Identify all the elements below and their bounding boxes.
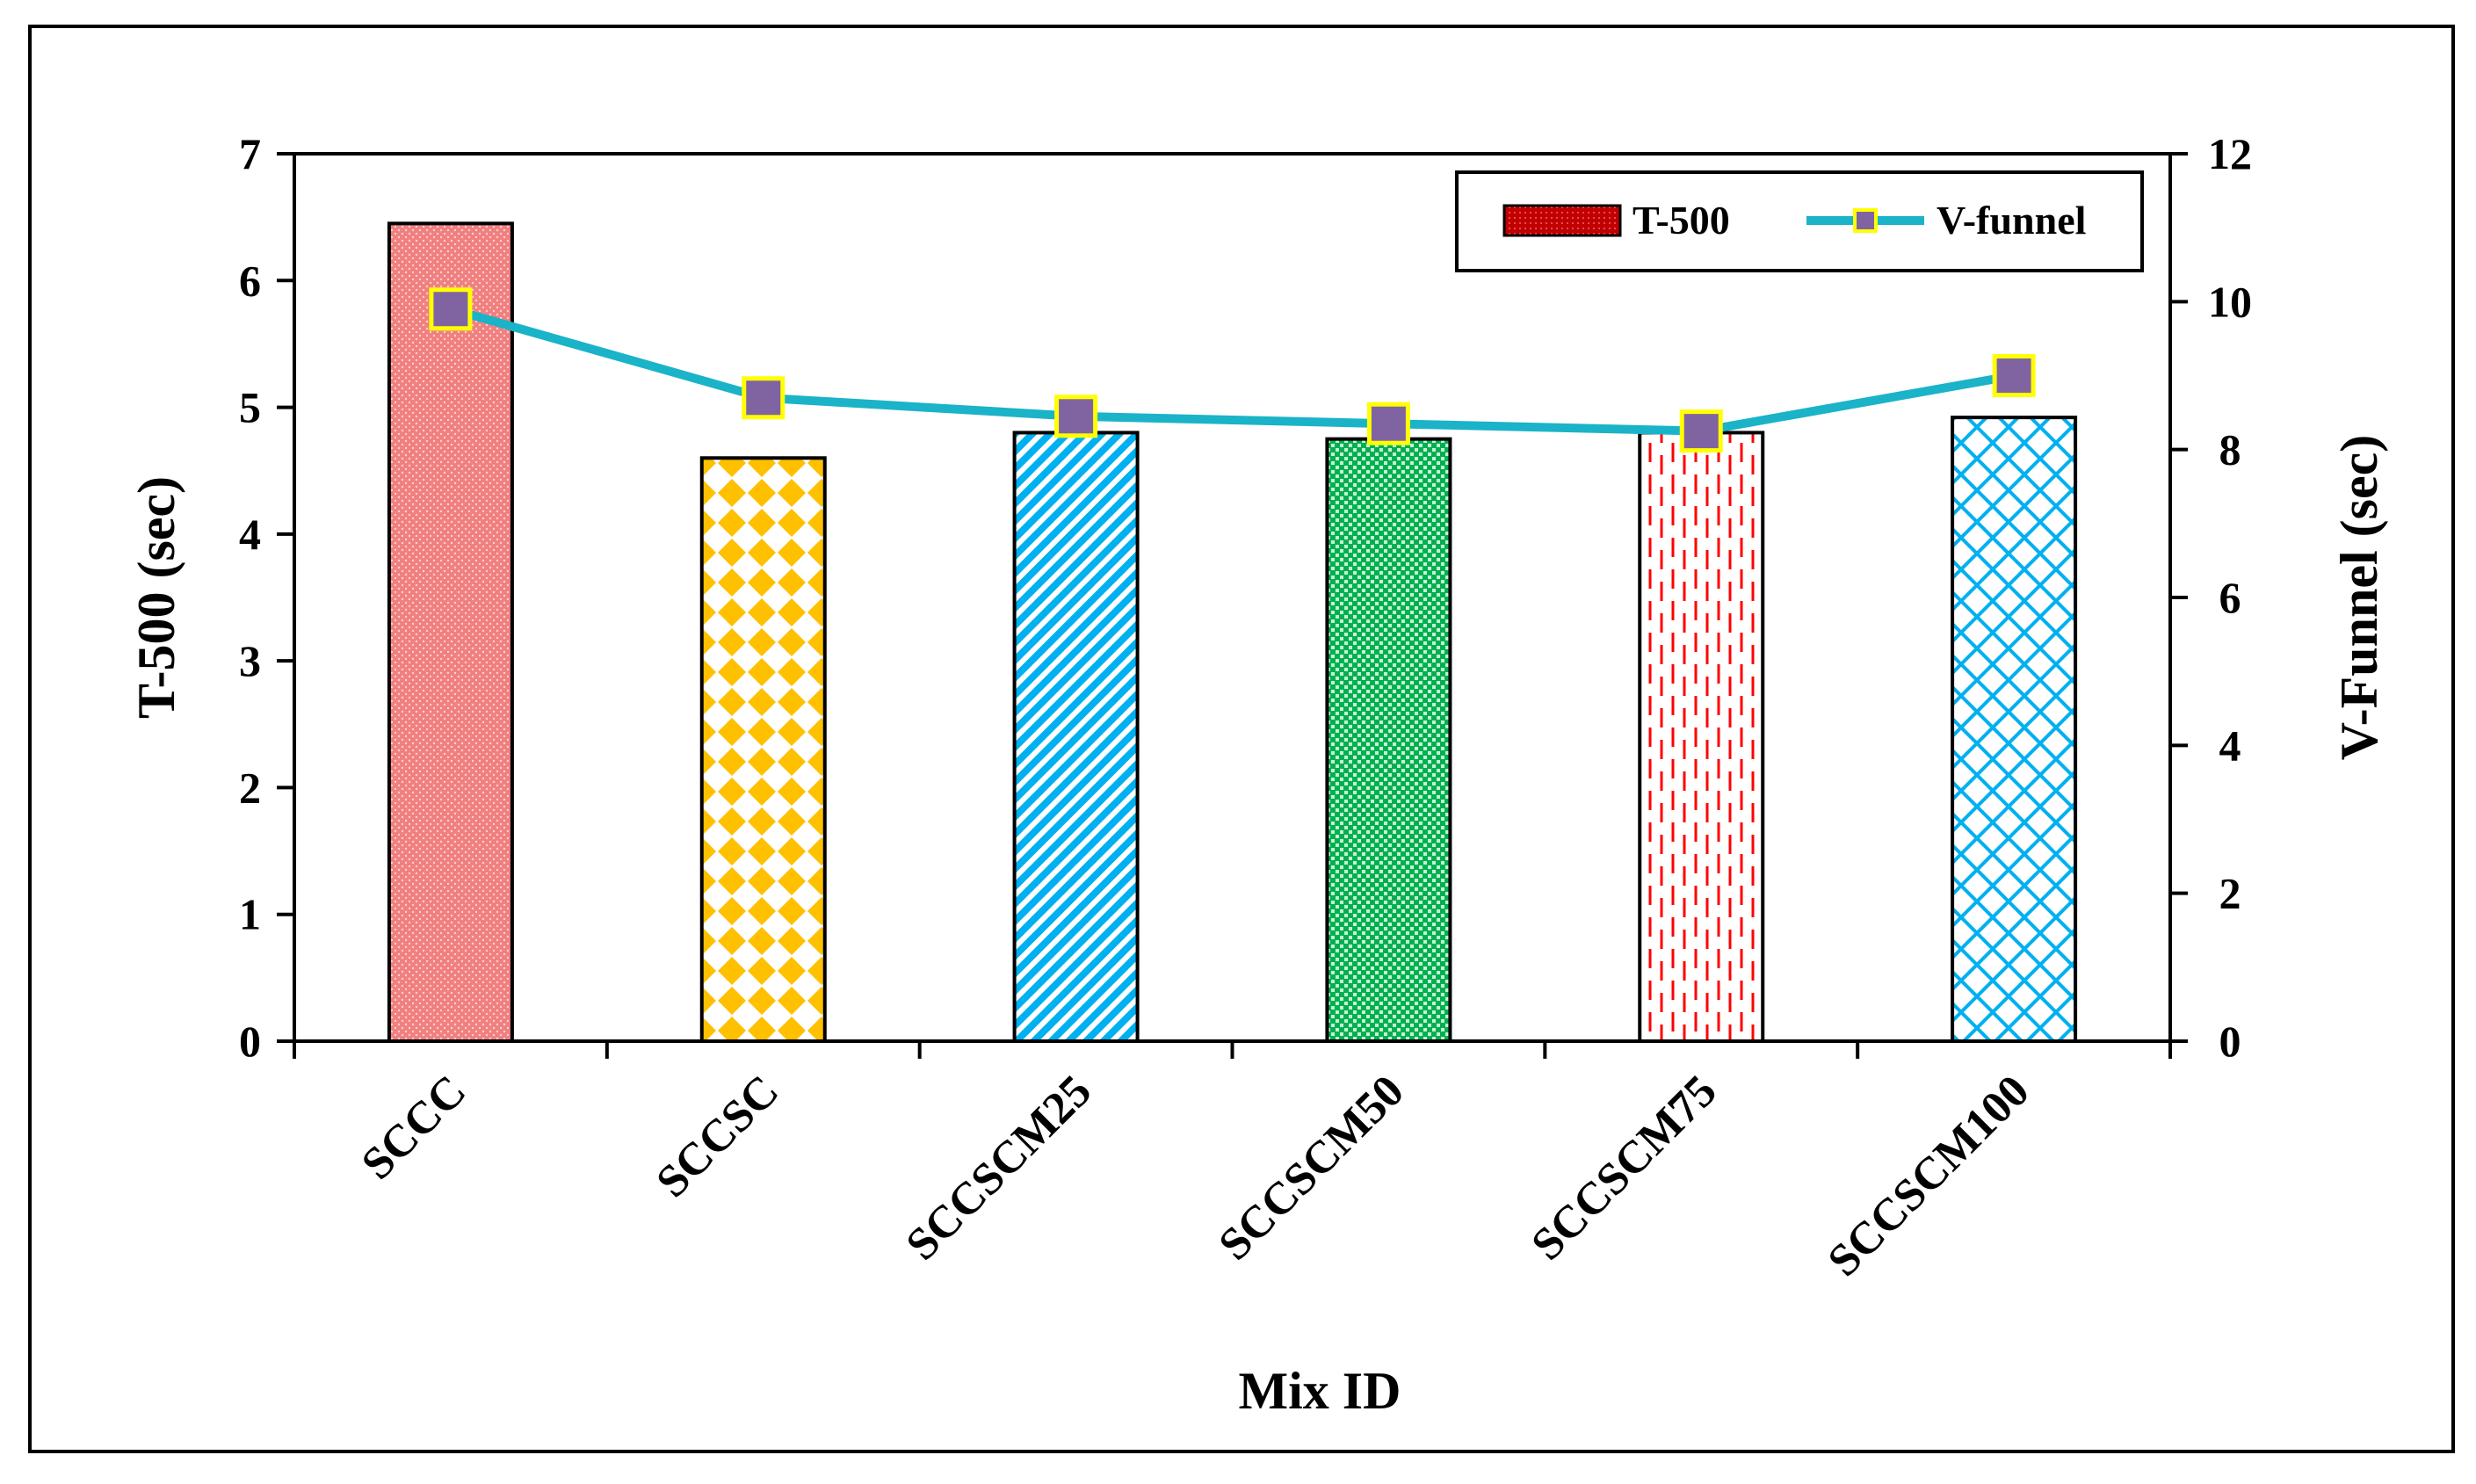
legend-swatch-t500 bbox=[1502, 204, 1622, 237]
y-tick-label-left: 4 bbox=[239, 510, 261, 559]
y-tick-label-right: 8 bbox=[2219, 425, 2241, 474]
legend: T-500 V-funnel bbox=[1455, 170, 2144, 272]
outer-frame bbox=[28, 25, 2455, 1453]
plot-area bbox=[293, 152, 2172, 1043]
legend-marker-vfunnel bbox=[1853, 208, 1878, 233]
x-axis-title: Mix ID bbox=[1239, 1362, 1401, 1420]
vfunnel-marker-sccscm100 bbox=[1992, 354, 2036, 397]
y-tick-label-left: 5 bbox=[239, 383, 261, 432]
bar-sccscm100 bbox=[1951, 416, 2078, 1044]
bar-sccc bbox=[387, 221, 514, 1044]
x-tick-label-sccc: SCCC bbox=[352, 1066, 475, 1189]
vfunnel-marker-sccscm25 bbox=[1054, 395, 1098, 438]
y-axis-title-right: V-Funnel (sec) bbox=[2330, 435, 2388, 761]
vfunnel-marker-sccc bbox=[429, 287, 473, 331]
bars-group bbox=[387, 221, 2078, 1044]
y-tick-label-left: 7 bbox=[239, 129, 261, 178]
x-tick-label-sccscm25: SCCSCM25 bbox=[897, 1066, 1101, 1270]
x-tick-label-sccscm75: SCCSCM75 bbox=[1522, 1066, 1726, 1270]
y-tick-label-right: 4 bbox=[2219, 720, 2241, 770]
bar-sccscm25 bbox=[1012, 431, 1140, 1043]
legend-label-vfunnel: V-funnel bbox=[1937, 198, 2086, 243]
y-tick-label-right: 6 bbox=[2219, 573, 2241, 622]
y-tick-label-right: 12 bbox=[2208, 129, 2252, 178]
vfunnel-marker-sccscm75 bbox=[1679, 409, 1723, 453]
x-tick-label-sccsc: SCCSC bbox=[647, 1066, 788, 1207]
y-tick-label-left: 6 bbox=[239, 256, 261, 305]
y-tick-label-left: 2 bbox=[239, 763, 261, 812]
vfunnel-marker-sccsc bbox=[742, 376, 786, 420]
y-tick-label-right: 10 bbox=[2208, 277, 2252, 326]
y-tick-label-left: 3 bbox=[239, 636, 261, 685]
y-tick-label-right: 0 bbox=[2219, 1017, 2241, 1066]
bar-sccsc bbox=[699, 456, 827, 1043]
x-tick-label-sccscm100: SCCSCM100 bbox=[1819, 1066, 2039, 1286]
legend-label-t500: T-500 bbox=[1633, 198, 1730, 243]
bar-sccscm50 bbox=[1325, 437, 1452, 1043]
y-axis-title-left: T-500 (sec) bbox=[127, 476, 185, 719]
y-tick-label-left: 0 bbox=[239, 1017, 261, 1066]
y-tick-label-left: 1 bbox=[239, 890, 261, 939]
legend-box bbox=[1455, 170, 2144, 272]
line-series-group bbox=[429, 287, 2036, 453]
x-tick-label-sccscm50: SCCSCM50 bbox=[1210, 1066, 1414, 1270]
vfunnel-marker-sccscm50 bbox=[1366, 402, 1410, 445]
vfunnel-line bbox=[449, 304, 2015, 436]
bar-sccscm75 bbox=[1638, 431, 1765, 1043]
y-tick-label-right: 2 bbox=[2219, 869, 2241, 918]
